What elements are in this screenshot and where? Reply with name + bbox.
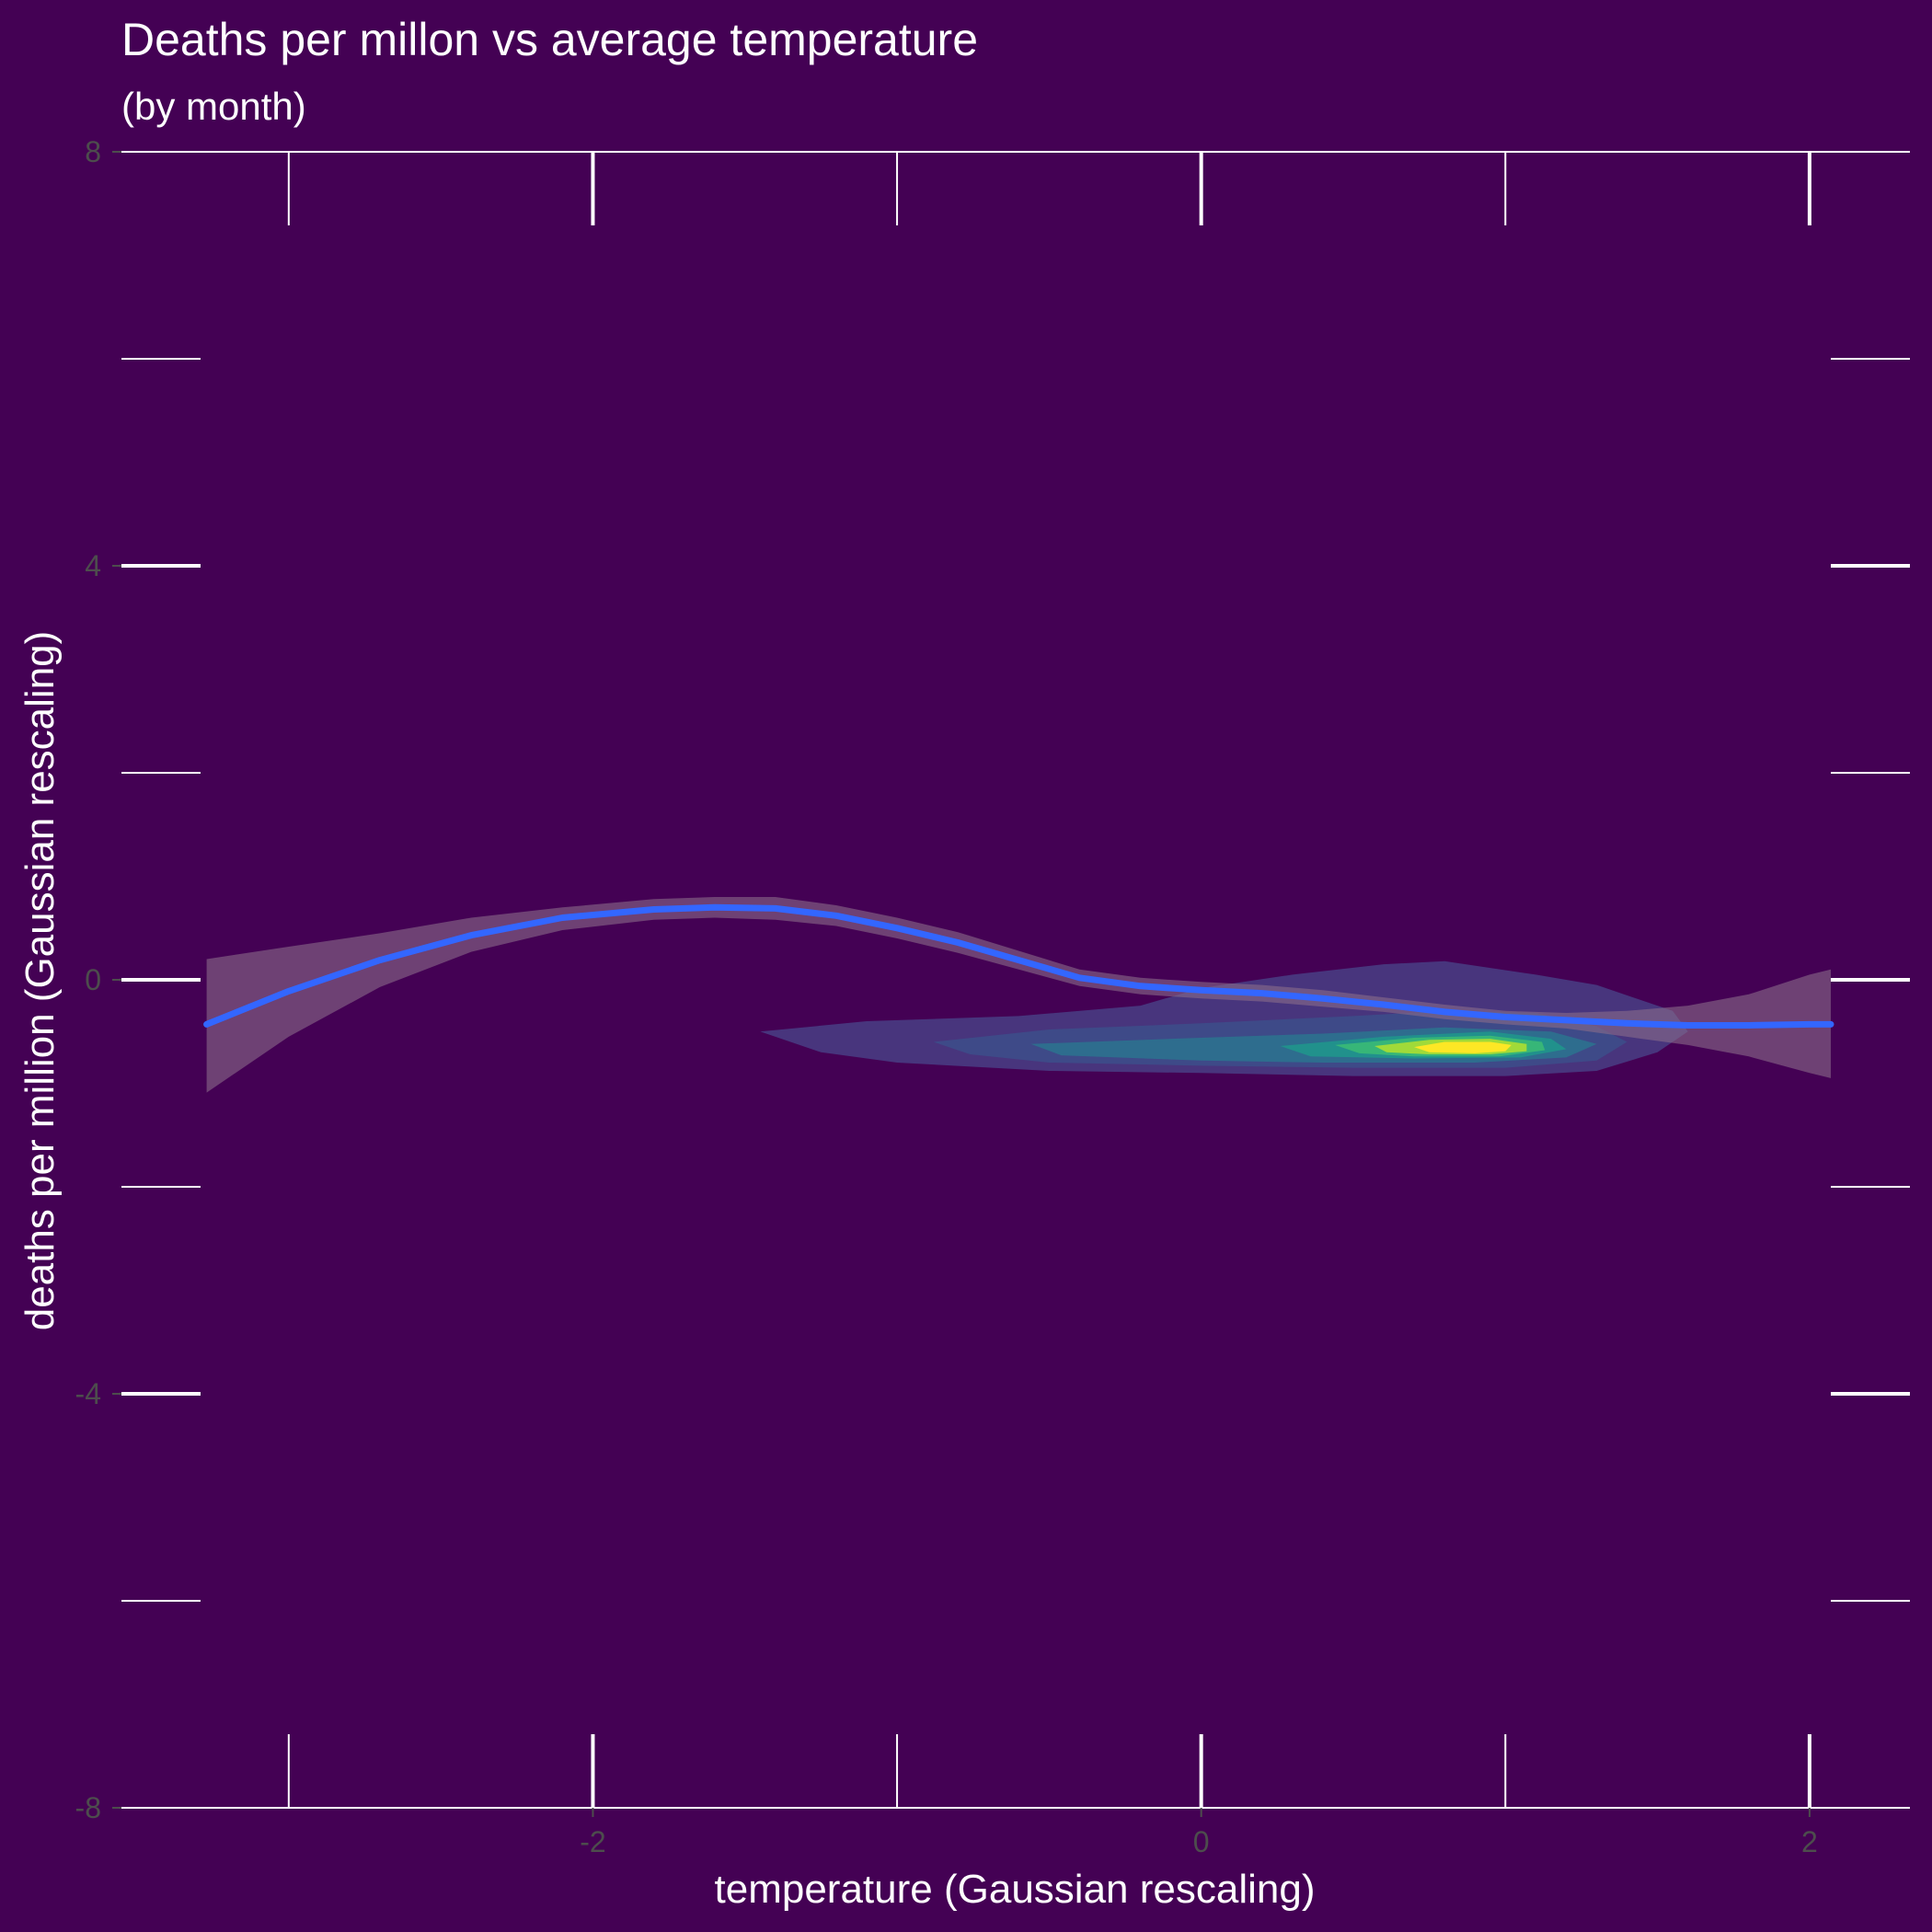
y-tick-label: 4 <box>85 549 101 582</box>
density-contours <box>760 960 1688 1076</box>
x-axis-title: temperature (Gaussian rescaling) <box>715 1867 1316 1912</box>
y-tick-label: 0 <box>85 963 101 996</box>
density-level-7 <box>1414 1041 1512 1053</box>
smooth-line-group <box>203 903 1834 1029</box>
x-tick-label: 0 <box>1193 1825 1210 1858</box>
y-tick-label: 8 <box>85 135 101 168</box>
x-tick-label: -2 <box>580 1825 605 1858</box>
axes <box>121 151 1910 1809</box>
y-tick-label: -8 <box>75 1791 101 1824</box>
chart-subtitle: (by month) <box>121 85 306 128</box>
y-axis-title: deaths per million (Gaussian rescaling) <box>17 631 63 1331</box>
rug-ticks <box>121 152 1910 1808</box>
y-tick-label: -4 <box>75 1377 101 1410</box>
chart-title: Deaths per millon vs average temperature <box>121 14 978 65</box>
x-tick-label: 2 <box>1801 1825 1818 1858</box>
tick-labels: -8 -4 0 4 8 -2 0 2 <box>75 135 1818 1858</box>
smooth-line <box>203 903 1834 1029</box>
